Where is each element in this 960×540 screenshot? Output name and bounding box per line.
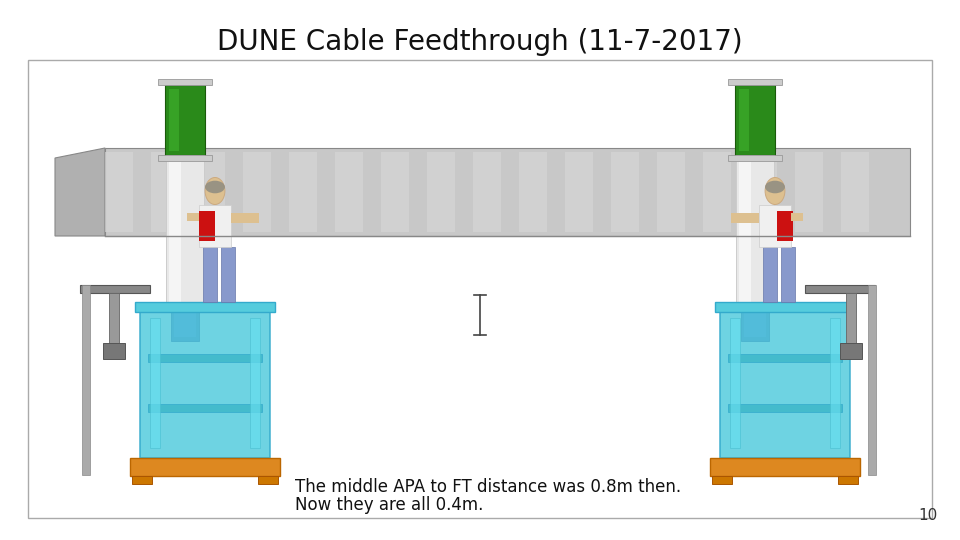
Bar [712,476,732,484]
Bar [736,155,774,310]
Bar [728,79,782,85]
Bar [830,318,840,448]
Bar [135,302,275,312]
Ellipse shape [205,181,225,193]
Bar [289,152,317,232]
Bar [171,305,199,341]
Bar [739,157,751,308]
Ellipse shape [765,178,785,205]
Bar [728,404,842,412]
Bar [166,155,204,310]
Bar [868,285,876,475]
Bar [28,60,932,518]
Bar [187,213,199,221]
Bar [730,318,740,448]
Bar [169,157,181,308]
Bar [427,152,455,232]
Bar [203,247,217,302]
Polygon shape [55,148,105,236]
Bar [795,152,823,232]
Bar [749,152,777,232]
Bar [243,152,271,232]
Bar [735,85,775,155]
Bar [720,308,850,458]
Ellipse shape [765,181,785,193]
Bar [731,213,759,223]
Bar [174,309,196,337]
Bar [165,85,205,155]
Bar [231,213,259,223]
Bar [841,152,869,232]
Bar [130,458,280,476]
Bar [838,476,858,484]
Bar [728,354,842,362]
Bar [158,79,212,85]
Bar [728,155,782,161]
Text: 10: 10 [919,508,938,523]
Text: The middle APA to FT distance was 0.8m then.: The middle APA to FT distance was 0.8m t… [295,478,682,496]
Bar [519,152,547,232]
Bar [169,89,179,151]
Bar [158,155,212,161]
Ellipse shape [205,178,225,205]
Bar [741,305,769,341]
Bar [710,458,860,476]
Bar [781,247,795,302]
Bar [744,309,766,337]
Bar [777,211,793,241]
Bar [80,285,150,293]
Bar [151,152,179,232]
Bar [805,285,875,293]
Bar [565,152,593,232]
Bar [739,89,749,151]
Bar [148,354,262,362]
Bar [759,205,791,247]
Bar [715,302,855,312]
Bar [140,308,270,458]
Bar [199,211,215,241]
Bar [148,404,262,412]
Bar [103,343,125,359]
Bar [105,148,910,236]
Bar [105,152,133,232]
Bar [150,318,160,448]
Bar [846,293,856,353]
Bar [221,247,235,302]
Bar [258,476,278,484]
Bar [82,285,90,475]
Bar [250,318,260,448]
Bar [763,247,777,302]
Text: DUNE Cable Feedthrough (11-7-2017): DUNE Cable Feedthrough (11-7-2017) [217,28,743,56]
Bar [611,152,639,232]
Bar [381,152,409,232]
Bar [335,152,363,232]
Bar [657,152,685,232]
Bar [703,152,731,232]
Bar [199,205,231,247]
Bar [197,152,225,232]
Bar [109,293,119,353]
Bar [132,476,152,484]
Bar [791,213,803,221]
Bar [840,343,862,359]
Bar [473,152,501,232]
Text: Now they are all 0.4m.: Now they are all 0.4m. [295,496,484,514]
